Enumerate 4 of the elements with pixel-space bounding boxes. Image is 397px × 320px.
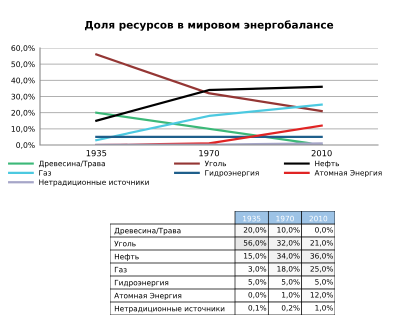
x-tick-label: 1970 bbox=[199, 150, 220, 156]
chart-title: Доля ресурсов в мировом энергобалансе bbox=[84, 20, 334, 31]
x-tick-label: 1935 bbox=[86, 150, 106, 156]
x-tick-label: 2010 bbox=[312, 150, 332, 156]
